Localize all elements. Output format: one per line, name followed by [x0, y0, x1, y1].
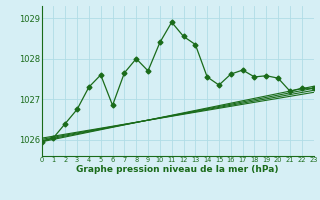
X-axis label: Graphe pression niveau de la mer (hPa): Graphe pression niveau de la mer (hPa): [76, 165, 279, 174]
